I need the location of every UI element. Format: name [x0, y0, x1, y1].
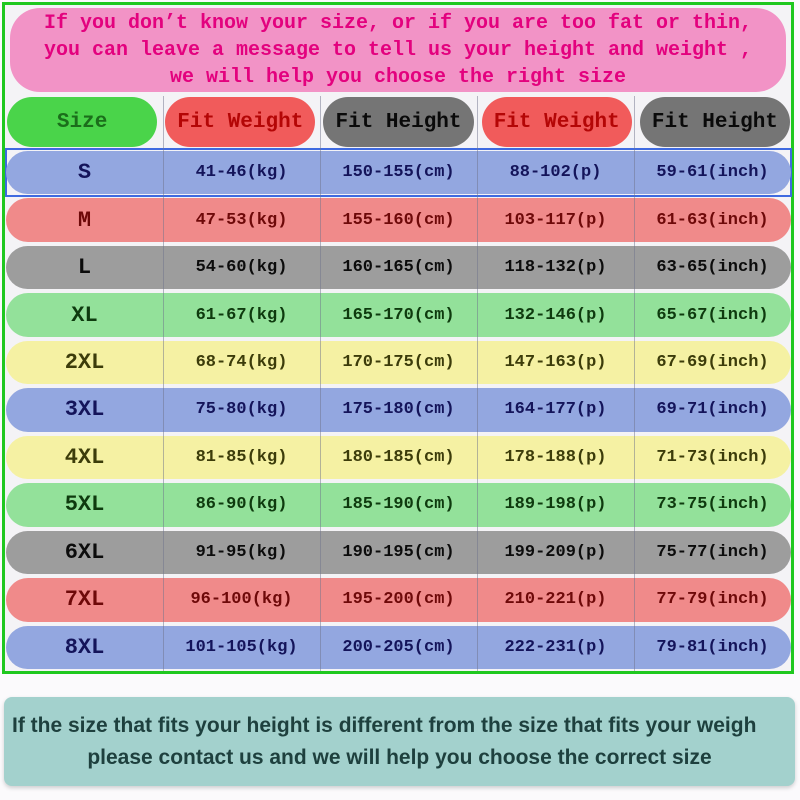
fit-height-cm-cell: 185-190(cm): [342, 495, 455, 515]
fit-weight-p-cell: 189-198(p): [504, 495, 607, 515]
column-header-fit-height-inch: Fit Height: [639, 97, 791, 147]
top-notice-banner: If you don’t know your size, or if you a…: [10, 8, 786, 92]
fit-height-cm-cell: 155-160(cm): [342, 210, 455, 230]
fit-height-cm-cell: 180-185(cm): [342, 447, 455, 467]
fit-weight-p-cell: 199-209(p): [504, 542, 607, 562]
fit-weight-p-cell: 132-146(p): [504, 305, 607, 325]
table-row-4xl: 4XL 81-85(kg) 180-185(cm) 178-188(p) 71-73(i…: [6, 434, 791, 481]
column-header-size: Size: [7, 97, 158, 147]
row-pill: 8XL 101-105(kg) 200-205(cm) 222-231(p) 79-81…: [6, 625, 791, 669]
top-notice-line-3: we will help you choose the right size: [169, 65, 627, 89]
size-cell: XL: [71, 302, 98, 328]
fit-weight-p-cell: 164-177(p): [504, 400, 607, 420]
fit-weight-p-cell: 178-188(p): [504, 447, 607, 467]
fit-weight-kg-cell: 41-46(kg): [195, 163, 288, 183]
table-row-8xl: 8XL 101-105(kg) 200-205(cm) 222-231(p) 79-81…: [6, 624, 791, 671]
size-cell: S: [77, 160, 92, 186]
size-cell: 7XL: [64, 587, 105, 613]
fit-weight-p-cell: 222-231(p): [504, 637, 607, 657]
row-pill: 5XL 86-90(kg) 185-190(cm) 189-198(p) 73-75(i…: [6, 483, 791, 527]
fit-height-inch-cell: 61-63(inch): [656, 210, 769, 230]
table-row-3xl: 3XL 75-80(kg) 175-180(cm) 164-177(p) 69-71(i…: [6, 386, 791, 433]
size-chart-frame: If you don’t know your size, or if you a…: [2, 2, 794, 674]
bottom-notice-line-2: please contact us and we will help you c…: [87, 745, 712, 769]
fit-weight-p-cell: 118-132(p): [504, 258, 607, 278]
fit-height-inch-cell: 69-71(inch): [656, 400, 769, 420]
table-row-7xl: 7XL 96-100(kg) 195-200(cm) 210-221(p) 77-79(…: [6, 576, 791, 623]
fit-weight-kg-cell: 91-95(kg): [195, 542, 288, 562]
fit-height-inch-cell: 75-77(inch): [656, 542, 769, 562]
table-row-6xl: 6XL 91-95(kg) 190-195(cm) 199-209(p) 75-77(i…: [6, 529, 791, 576]
table-row-xl: XL 61-67(kg) 165-170(cm) 132-146(p) 65-67(in…: [6, 291, 791, 338]
fit-height-inch-cell: 71-73(inch): [656, 447, 769, 467]
size-cell: 4XL: [64, 444, 105, 470]
fit-weight-kg-cell: 61-67(kg): [195, 305, 288, 325]
bottom-notice-banner: If the size that fits your height is dif…: [4, 697, 795, 786]
fit-weight-kg-cell: 68-74(kg): [195, 353, 288, 373]
fit-weight-kg-cell: 101-105(kg): [185, 637, 298, 657]
size-cell: 3XL: [64, 397, 105, 423]
table-header-row: Size Fit Weight Fit Height Fit Weight Fit He…: [6, 96, 791, 148]
row-pill: 2XL 68-74(kg) 170-175(cm) 147-163(p) 67-69(i…: [6, 340, 791, 385]
row-pill: S 41-46(kg) 150-155(cm) 88-102(p) 59-61(inch…: [6, 151, 791, 195]
fit-height-inch-cell: 79-81(inch): [656, 637, 769, 657]
size-cell: 2XL: [64, 350, 105, 376]
fit-height-inch-cell: 65-67(inch): [656, 305, 769, 325]
fit-height-inch-cell: 67-69(inch): [656, 353, 769, 373]
fit-weight-kg-cell: 96-100(kg): [190, 590, 293, 610]
fit-height-cm-cell: 160-165(cm): [342, 258, 455, 278]
column-header-fit-weight-p: Fit Weight: [481, 97, 632, 147]
row-pill: L 54-60(kg) 160-165(cm) 118-132(p) 63-65(inc…: [6, 245, 791, 290]
fit-weight-kg-cell: 81-85(kg): [195, 447, 288, 467]
row-pill: 3XL 75-80(kg) 175-180(cm) 164-177(p) 69-71(i…: [6, 388, 791, 432]
fit-height-inch-cell: 77-79(inch): [656, 590, 769, 610]
row-pill: 7XL 96-100(kg) 195-200(cm) 210-221(p) 77-79(…: [6, 578, 791, 622]
fit-weight-p-cell: 103-117(p): [504, 210, 607, 230]
size-cell: M: [77, 207, 92, 233]
column-header-fit-height-cm: Fit Height: [323, 97, 474, 147]
fit-height-cm-cell: 200-205(cm): [342, 637, 455, 657]
fit-height-cm-cell: 170-175(cm): [342, 353, 455, 373]
fit-height-inch-cell: 59-61(inch): [656, 163, 769, 183]
table-row-l: L 54-60(kg) 160-165(cm) 118-132(p) 63-65(inc…: [6, 244, 791, 291]
row-pill: 6XL 91-95(kg) 190-195(cm) 199-209(p) 75-77(i…: [6, 530, 791, 575]
fit-height-cm-cell: 175-180(cm): [342, 400, 455, 420]
size-cell: 5XL: [64, 492, 105, 518]
fit-height-inch-cell: 63-65(inch): [656, 258, 769, 278]
fit-height-cm-cell: 165-170(cm): [342, 305, 455, 325]
column-header-fit-weight-kg: Fit Weight: [165, 97, 316, 147]
top-notice-line-1: If you don’t know your size, or if you a…: [43, 11, 753, 35]
fit-weight-p-cell: 147-163(p): [504, 353, 607, 373]
fit-weight-kg-cell: 47-53(kg): [195, 210, 288, 230]
fit-height-cm-cell: 190-195(cm): [342, 542, 455, 562]
bottom-notice-line-1: If the size that fits your height is dif…: [12, 713, 757, 737]
table-row-5xl: 5XL 86-90(kg) 185-190(cm) 189-198(p) 73-75(i…: [6, 481, 791, 528]
top-notice-line-2: you can leave a message to tell us your …: [43, 38, 753, 62]
fit-height-cm-cell: 150-155(cm): [342, 163, 455, 183]
fit-weight-kg-cell: 75-80(kg): [195, 400, 288, 420]
fit-weight-p-cell: 210-221(p): [504, 590, 607, 610]
table-row-2xl: 2XL 68-74(kg) 170-175(cm) 147-163(p) 67-69(i…: [6, 339, 791, 386]
fit-weight-kg-cell: 86-90(kg): [195, 495, 288, 515]
row-pill: 4XL 81-85(kg) 180-185(cm) 178-188(p) 71-73(i…: [6, 435, 791, 480]
row-pill: XL 61-67(kg) 165-170(cm) 132-146(p) 65-67(in…: [6, 293, 791, 337]
fit-weight-p-cell: 88-102(p): [509, 163, 602, 183]
size-cell: 8XL: [64, 634, 105, 660]
fit-height-inch-cell: 73-75(inch): [656, 495, 769, 515]
fit-height-cm-cell: 195-200(cm): [342, 590, 455, 610]
size-cell: L: [77, 255, 92, 281]
table-row-s: S 41-46(kg) 150-155(cm) 88-102(p) 59-61(inch…: [5, 147, 792, 198]
size-cell: 6XL: [64, 539, 105, 565]
fit-weight-kg-cell: 54-60(kg): [195, 258, 288, 278]
table-row-m: M 47-53(kg) 155-160(cm) 103-117(p) 61-63(inc…: [6, 196, 791, 243]
table-body: S 41-46(kg) 150-155(cm) 88-102(p) 59-61(inch…: [5, 147, 792, 671]
row-pill: M 47-53(kg) 155-160(cm) 103-117(p) 61-63(inc…: [6, 198, 791, 242]
